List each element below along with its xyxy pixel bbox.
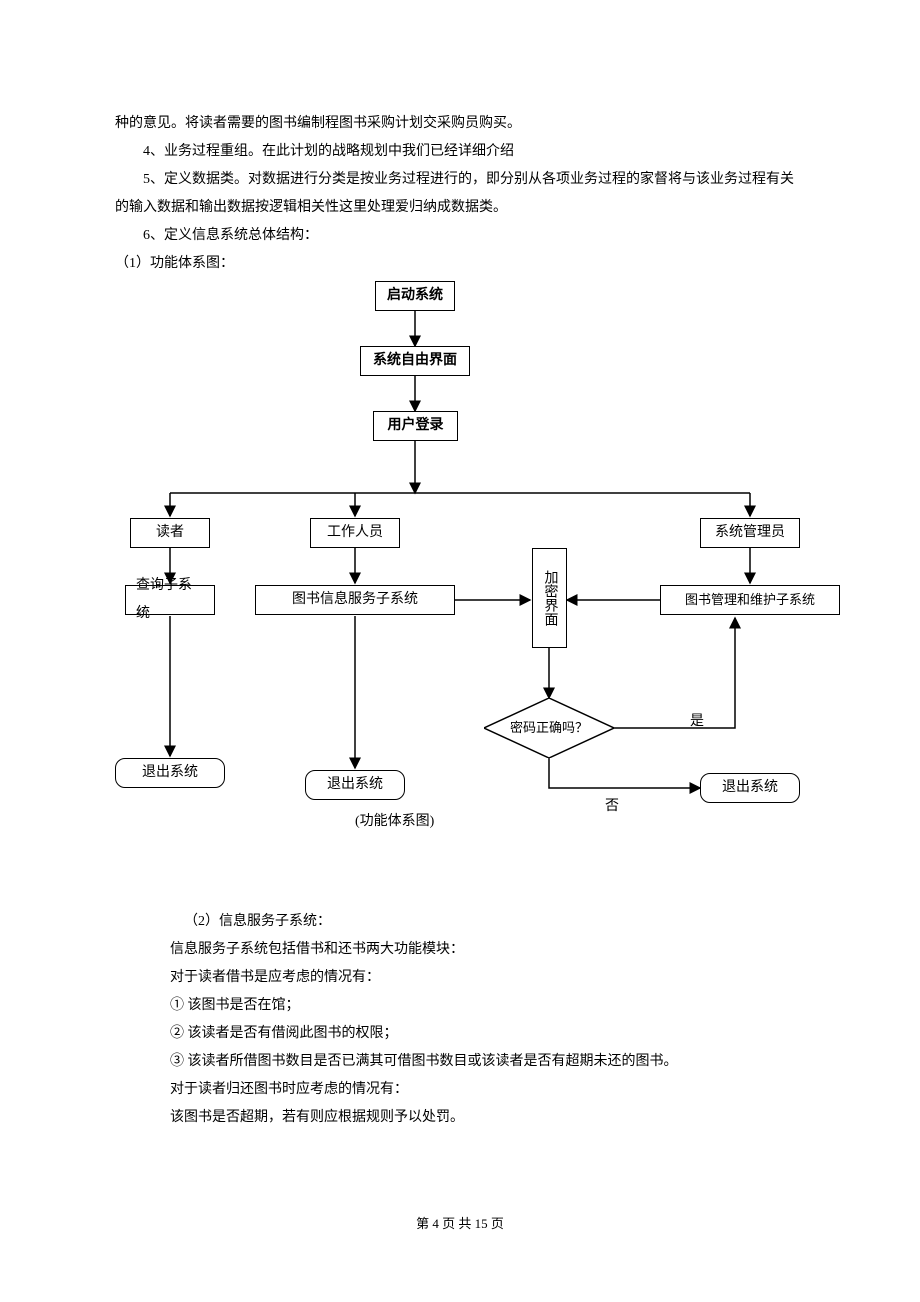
node-free-ui: 系统自由界面 (360, 346, 470, 376)
label-no: 否 (605, 793, 619, 821)
s2-item1: ① 该图书是否在馆； (170, 992, 805, 1020)
node-decision: 密码正确吗？ (484, 698, 614, 758)
node-login: 用户登录 (373, 411, 458, 441)
node-exit-3: 退出系统 (700, 773, 800, 803)
document-page: 种的意见。将读者需要的图书编制程图书采购计划交采购员购买。 4、业务过程重组。在… (0, 0, 920, 1132)
node-exit-2: 退出系统 (305, 770, 405, 800)
node-manage-sub: 图书管理和维护子系统 (660, 585, 840, 615)
node-staff: 工作人员 (310, 518, 400, 548)
flowchart: 启动系统 系统自由界面 用户登录 读者 工作人员 系统管理员 查询子系统 图书信… (115, 278, 805, 878)
s2-item3: ③ 该读者所借图书数目是否已满其可借图书数目或该读者是否有超期未还的图书。 (170, 1048, 805, 1076)
node-encrypt-ui: 加密界面 (532, 548, 567, 648)
s2-item2: ② 该读者是否有借阅此图书的权限； (170, 1020, 805, 1048)
s2-line4: 该图书是否超期，若有则应根据规则予以处罚。 (170, 1104, 805, 1132)
node-admin: 系统管理员 (700, 518, 800, 548)
section-2: （2）信息服务子系统： 信息服务子系统包括借书和还书两大功能模块： 对于读者借书… (115, 908, 805, 1132)
paragraph-6: 6、定义信息系统总体结构： (115, 222, 805, 250)
s2-heading: （2）信息服务子系统： (170, 908, 805, 936)
s2-line3: 对于读者归还图书时应考虑的情况有： (170, 1076, 805, 1104)
decision-text: 密码正确吗？ (510, 715, 588, 741)
paragraph-4: 4、业务过程重组。在此计划的战略规划中我们已经详细介绍 (115, 138, 805, 166)
label-yes: 是 (690, 708, 704, 736)
paragraph-5-text: 5、定义数据类。对数据进行分类是按业务过程进行的，即分别从各项业务过程的家督将与… (115, 172, 794, 215)
s2-line2: 对于读者借书是应考虑的情况有： (170, 964, 805, 992)
paragraph-6-1: （1）功能体系图： (115, 250, 805, 278)
flowchart-caption: (功能体系图) (355, 808, 434, 836)
node-query-sub: 查询子系统 (125, 585, 215, 615)
node-exit-1: 退出系统 (115, 758, 225, 788)
paragraph-5: 5、定义数据类。对数据进行分类是按业务过程进行的，即分别从各项业务过程的家督将与… (115, 166, 805, 222)
page-footer: 第 4 页 共 15 页 (0, 1213, 920, 1232)
paragraph-cont: 种的意见。将读者需要的图书编制程图书采购计划交采购员购买。 (115, 110, 805, 138)
node-reader: 读者 (130, 518, 210, 548)
node-start: 启动系统 (375, 281, 455, 311)
s2-line1: 信息服务子系统包括借书和还书两大功能模块： (170, 936, 805, 964)
node-info-sub: 图书信息服务子系统 (255, 585, 455, 615)
